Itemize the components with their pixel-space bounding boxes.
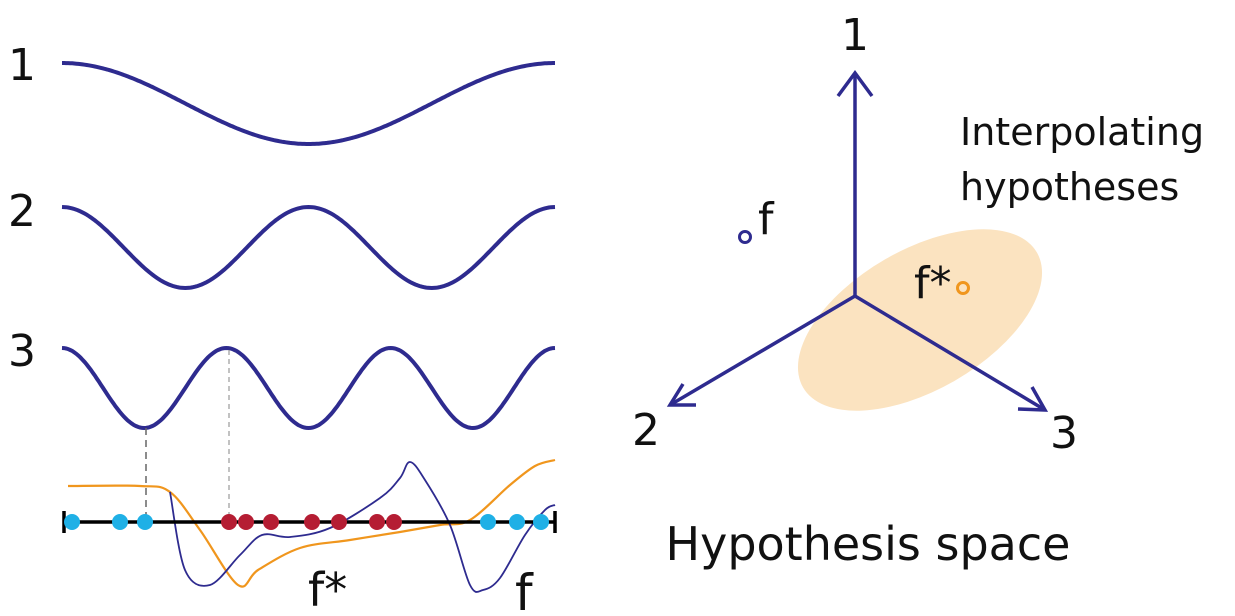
- interpolating-label-line2: hypotheses: [960, 165, 1179, 209]
- axis-3-arrow: [1017, 386, 1049, 412]
- sample-points: [64, 514, 549, 530]
- f-point: [738, 230, 752, 244]
- basis-wave-1: [62, 61, 555, 146]
- sample-point-negative: [64, 514, 80, 530]
- axes: [666, 70, 1049, 412]
- f-curve-label: f: [515, 564, 534, 616]
- basis-label-3: 3: [8, 326, 36, 377]
- sample-point-positive: [331, 514, 347, 530]
- f-star-curve-label: f*: [308, 563, 347, 616]
- axis-2: [669, 294, 856, 407]
- sample-point-positive: [386, 514, 402, 530]
- basis-functions: 1 2 3: [8, 40, 556, 520]
- f-curve: [169, 461, 556, 593]
- axis-label-3: 3: [1050, 408, 1078, 459]
- f-star-point-label: f*: [914, 258, 952, 309]
- f-point-label: f: [758, 194, 775, 245]
- hypothesis-space-title: Hypothesis space: [666, 517, 1071, 571]
- sample-point-negative: [533, 514, 549, 530]
- axis-1-arrow: [836, 70, 874, 98]
- f-star-point: [956, 281, 970, 295]
- interpolating-region: [797, 229, 1043, 411]
- axis-label-1: 1: [841, 10, 869, 61]
- sample-point-positive: [369, 514, 385, 530]
- axis-label-2: 2: [632, 405, 660, 456]
- sample-point-negative: [480, 514, 496, 530]
- sample-point-positive: [221, 514, 237, 530]
- hypothesis-space: 1 2 3 Interpolating hypotheses f f* Hypo…: [632, 10, 1204, 571]
- sample-point-positive: [263, 514, 279, 530]
- basis-wave-2: [61, 204, 556, 291]
- sample-point-positive: [304, 514, 320, 530]
- basis-wave-3: [61, 345, 556, 431]
- sample-panel: f* f: [62, 458, 557, 616]
- axis-2-arrow: [666, 383, 696, 407]
- sample-point-negative: [509, 514, 525, 530]
- sample-point-positive: [238, 514, 254, 530]
- basis-label-1: 1: [8, 40, 36, 91]
- axis-3: [854, 294, 1046, 412]
- sample-point-negative: [137, 514, 153, 530]
- sample-point-negative: [112, 514, 128, 530]
- interpolating-label-line1: Interpolating: [960, 110, 1204, 154]
- basis-label-2: 2: [8, 186, 36, 237]
